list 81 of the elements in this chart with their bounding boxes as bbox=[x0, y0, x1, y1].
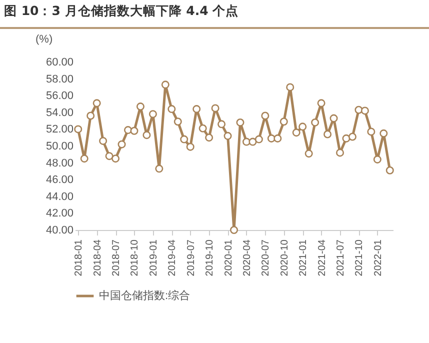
point bbox=[174, 118, 182, 126]
x-tick-label: 2019-01 bbox=[148, 239, 160, 276]
point bbox=[236, 118, 244, 126]
point bbox=[142, 131, 151, 140]
point bbox=[148, 110, 157, 118]
y-tick-label: 58.00 bbox=[46, 73, 74, 86]
point bbox=[186, 142, 194, 151]
point bbox=[168, 105, 176, 114]
y-tick-label: 48.00 bbox=[46, 157, 74, 170]
point bbox=[80, 154, 88, 163]
y-tick-label: 60.00 bbox=[46, 56, 74, 68]
point bbox=[99, 136, 108, 145]
y-tick-label: 46.00 bbox=[46, 174, 74, 186]
point bbox=[205, 134, 214, 142]
point bbox=[118, 140, 126, 148]
point bbox=[86, 112, 95, 120]
y-tick-label: 54.00 bbox=[46, 106, 74, 119]
point bbox=[211, 104, 220, 112]
y-tick-label: 42.00 bbox=[46, 208, 74, 220]
point bbox=[242, 138, 250, 146]
point bbox=[280, 118, 288, 126]
point bbox=[324, 130, 332, 138]
point bbox=[155, 164, 164, 173]
point bbox=[92, 99, 101, 108]
point bbox=[254, 135, 263, 144]
y-tick-label: 56.00 bbox=[46, 90, 74, 102]
point bbox=[136, 102, 144, 111]
point bbox=[330, 114, 338, 122]
point bbox=[267, 134, 276, 142]
point bbox=[261, 112, 270, 120]
point bbox=[198, 124, 207, 132]
x-tick-label: 2020-04 bbox=[242, 239, 253, 276]
x-tick-label: 2018-07 bbox=[111, 239, 122, 276]
y-axis-title: (%) bbox=[36, 34, 53, 46]
point bbox=[367, 128, 376, 136]
point bbox=[224, 132, 232, 140]
point bbox=[317, 99, 326, 108]
x-tick-label: 2018-10 bbox=[130, 239, 141, 276]
y-tick-label: 52.00 bbox=[46, 124, 74, 136]
point bbox=[218, 120, 226, 128]
x-tick-label: 2021-10 bbox=[354, 239, 366, 276]
x-tick-label: 2019-07 bbox=[186, 239, 197, 276]
point bbox=[373, 155, 382, 164]
point bbox=[161, 80, 170, 89]
point bbox=[105, 152, 114, 160]
point bbox=[292, 128, 300, 137]
x-tick-label: 2022-01 bbox=[372, 239, 384, 276]
point bbox=[248, 138, 257, 146]
point bbox=[380, 129, 388, 138]
chart-title: 图 10：3 月仓储指数大幅下降 4.4 个点 bbox=[0, 0, 429, 29]
point bbox=[74, 125, 82, 134]
x-tick-label: 2020-01 bbox=[223, 239, 234, 276]
point bbox=[360, 106, 369, 115]
x-tick-label: 2019-10 bbox=[204, 239, 216, 276]
point bbox=[342, 134, 350, 142]
point bbox=[304, 150, 313, 158]
point bbox=[311, 118, 320, 126]
x-tick-label: 2018-04 bbox=[92, 239, 104, 276]
x-tick-label: 2021-01 bbox=[298, 239, 310, 276]
x-tick-label: 2019-04 bbox=[167, 239, 178, 276]
x-tick-label: 2021-07 bbox=[336, 239, 346, 276]
x-tick-label: 2020-10 bbox=[279, 239, 290, 276]
point bbox=[336, 148, 344, 157]
y-tick-label: 44.00 bbox=[46, 190, 74, 203]
point bbox=[386, 166, 394, 174]
point bbox=[192, 105, 201, 114]
point bbox=[348, 132, 356, 141]
y-tick-label: 50.00 bbox=[46, 140, 74, 152]
x-tick-label: 2021-04 bbox=[316, 239, 328, 276]
legend-label: 中国仓储指数:综合 bbox=[99, 289, 190, 302]
point bbox=[298, 122, 307, 131]
point bbox=[286, 83, 294, 92]
x-tick-label: 2020-07 bbox=[260, 239, 272, 276]
y-tick-label: 40.00 bbox=[46, 224, 74, 236]
point bbox=[112, 154, 120, 163]
point bbox=[180, 135, 188, 144]
point bbox=[130, 126, 138, 135]
x-tick-label: 2018-01 bbox=[74, 239, 85, 276]
point bbox=[274, 134, 282, 142]
point bbox=[124, 126, 132, 134]
point bbox=[230, 226, 238, 234]
